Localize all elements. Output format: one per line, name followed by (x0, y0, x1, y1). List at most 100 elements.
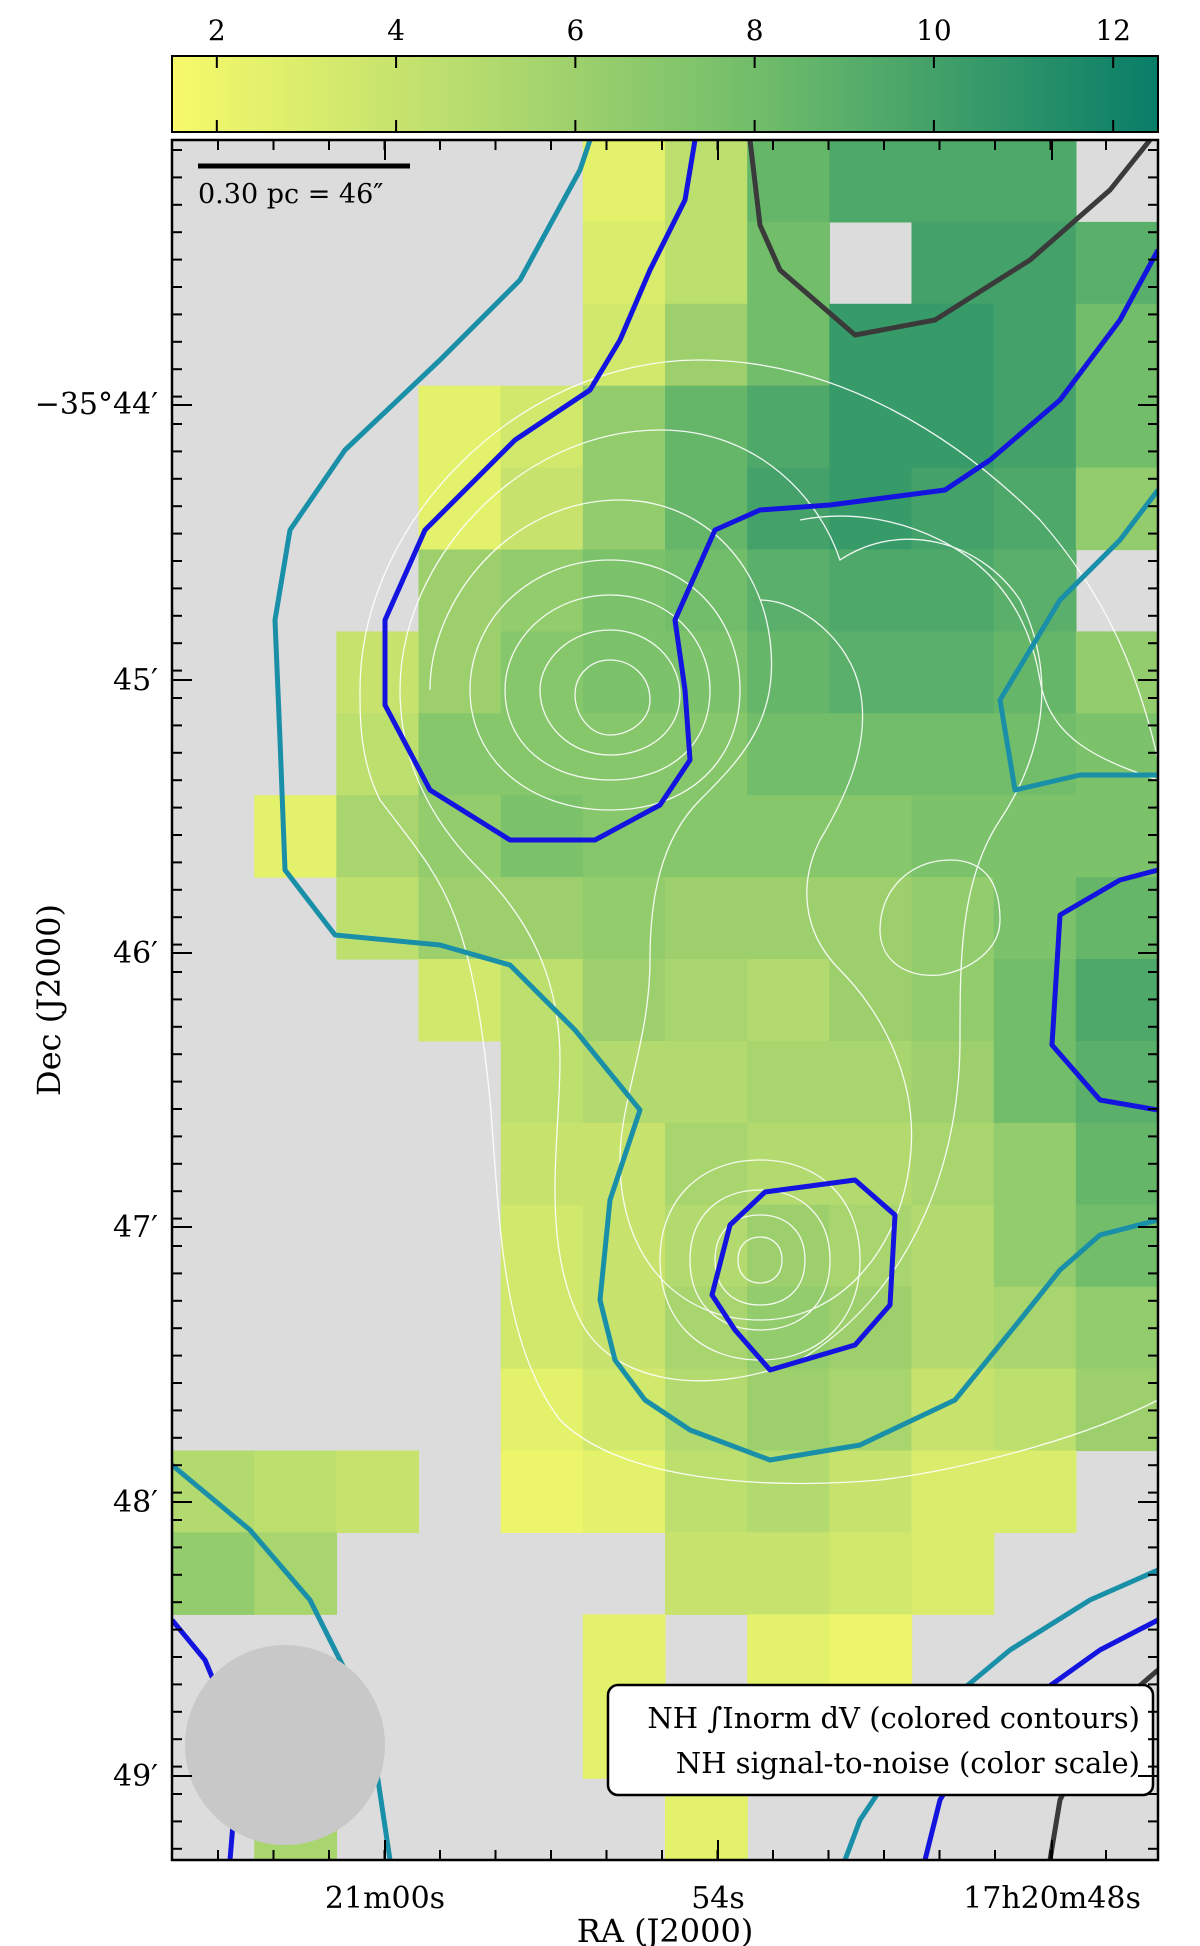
snr-pixel (1075, 303, 1158, 387)
snr-pixel (582, 1614, 666, 1697)
snr-pixel (254, 795, 337, 878)
snr-pixel (829, 795, 913, 878)
white-contour (469, 559, 741, 811)
legend-box: NH ∫Inorm dV (colored contours) NH signa… (606, 1683, 1155, 1797)
white-contour (574, 659, 651, 736)
snr-pixel (582, 1368, 666, 1452)
colorbar-tick-label: 6 (566, 14, 584, 47)
white-contour (359, 359, 1158, 1485)
snr-pixel (911, 140, 995, 223)
snr-pixel (582, 140, 666, 223)
snr-pixel (500, 549, 584, 632)
colorbar: 2 4 6 8 10 12 (171, 14, 1159, 133)
snr-pixel (1075, 221, 1158, 305)
colorbar-gradient (171, 55, 1159, 133)
snr-pixel (911, 467, 995, 551)
snr-pixel (911, 877, 995, 960)
snr-pixel (829, 467, 913, 551)
snr-pixel (665, 549, 748, 632)
snr-pixel (993, 795, 1077, 878)
snr-pixel (911, 1204, 995, 1288)
snr-pixel (747, 221, 830, 305)
snr-pixel (500, 713, 584, 796)
snr-pixel (747, 1368, 830, 1452)
snr-pixel (582, 1204, 666, 1288)
snr-pixel (747, 795, 830, 878)
snr-pixel (1075, 631, 1158, 714)
legend-line-1: NH ∫Inorm dV (colored contours) (647, 1701, 1140, 1735)
y-tick-label: 47′ (113, 1210, 158, 1245)
snr-pixel (911, 1041, 995, 1124)
white-contour (689, 1189, 831, 1331)
snr-pixel (829, 877, 913, 960)
blue-contour-main (382, 140, 1158, 843)
snr-pixel (911, 1450, 995, 1533)
snr-pixel (911, 959, 995, 1042)
snr-pixel (911, 1122, 995, 1206)
snr-pixel (582, 385, 666, 469)
snr-pixel (747, 549, 830, 632)
snr-pixel (418, 467, 502, 551)
y-tick-label: 46′ (113, 936, 158, 971)
snr-pixel (747, 631, 830, 714)
snr-pixel (582, 631, 666, 714)
snr-pixel (1075, 385, 1158, 469)
contours (172, 140, 1158, 1860)
x-tick-label: 54s (691, 1881, 745, 1916)
snr-pixel (665, 1532, 748, 1615)
snr-pixel (911, 1368, 995, 1452)
snr-pixel (911, 549, 995, 632)
colorbar-tick-label: 8 (746, 14, 764, 47)
snr-pixel (911, 1286, 995, 1370)
x-tick-label: 21m00s (325, 1881, 445, 1916)
snr-pixel (336, 631, 420, 714)
snr-pixel (829, 140, 913, 223)
snr-pixel (500, 631, 584, 714)
y-tick-labels: −35°44′ 45′ 46′ 47′ 48′ 49′ (35, 387, 158, 1794)
colorbar-ticks: 2 4 6 8 10 12 (208, 14, 1131, 132)
x-tick-label: 17h20m48s (963, 1881, 1141, 1916)
teal-contour-main (272, 140, 1158, 1463)
snr-pixel (665, 385, 748, 469)
snr-pixel (993, 221, 1077, 305)
snr-pixel (1075, 1286, 1158, 1370)
snr-pixel (747, 1041, 830, 1124)
snr-pixel (911, 795, 995, 878)
snr-pixel (582, 877, 666, 960)
snr-pixel (747, 303, 830, 387)
snr-pixel (911, 303, 995, 387)
blue-contour-right (1049, 867, 1158, 1113)
snr-pixel (829, 385, 913, 469)
map-panel: 0.30 pc = 46″ NH ∫Inorm dV (colored cont… (170, 138, 1160, 1862)
white-contour (879, 859, 1001, 976)
snr-pixel (993, 959, 1077, 1042)
snr-pixel (829, 1041, 913, 1124)
snr-pixel (418, 549, 502, 632)
snr-pixel (747, 1204, 830, 1288)
snr-pixel (829, 1532, 913, 1615)
colorbar-tick-label: 10 (916, 14, 952, 47)
snr-pixel (829, 1614, 913, 1697)
frame-ticks (172, 140, 1158, 1860)
colorbar-tick-label: 4 (387, 14, 405, 47)
snr-pixel (582, 959, 666, 1042)
white-contours (359, 359, 1158, 1485)
snr-pixel (582, 1286, 666, 1370)
dark-contour-top (747, 140, 1152, 338)
snr-pixel (418, 877, 502, 960)
y-tick-label: −35°44′ (35, 387, 158, 422)
snr-pixel (993, 1122, 1077, 1206)
snr-pixel (747, 713, 830, 796)
snr-pixel (500, 1450, 584, 1533)
snr-pixel (665, 959, 748, 1042)
snr-pixel (418, 631, 502, 714)
snr-pixel (500, 1204, 584, 1288)
snr-pixel (993, 877, 1077, 960)
snr-pixel (254, 1450, 337, 1533)
snr-pixel (418, 713, 502, 796)
snr-pixel (993, 303, 1077, 387)
scale-bar: 0.30 pc = 46″ (198, 163, 410, 210)
snr-pixel (993, 140, 1077, 223)
blue-contour-core (709, 1177, 898, 1373)
